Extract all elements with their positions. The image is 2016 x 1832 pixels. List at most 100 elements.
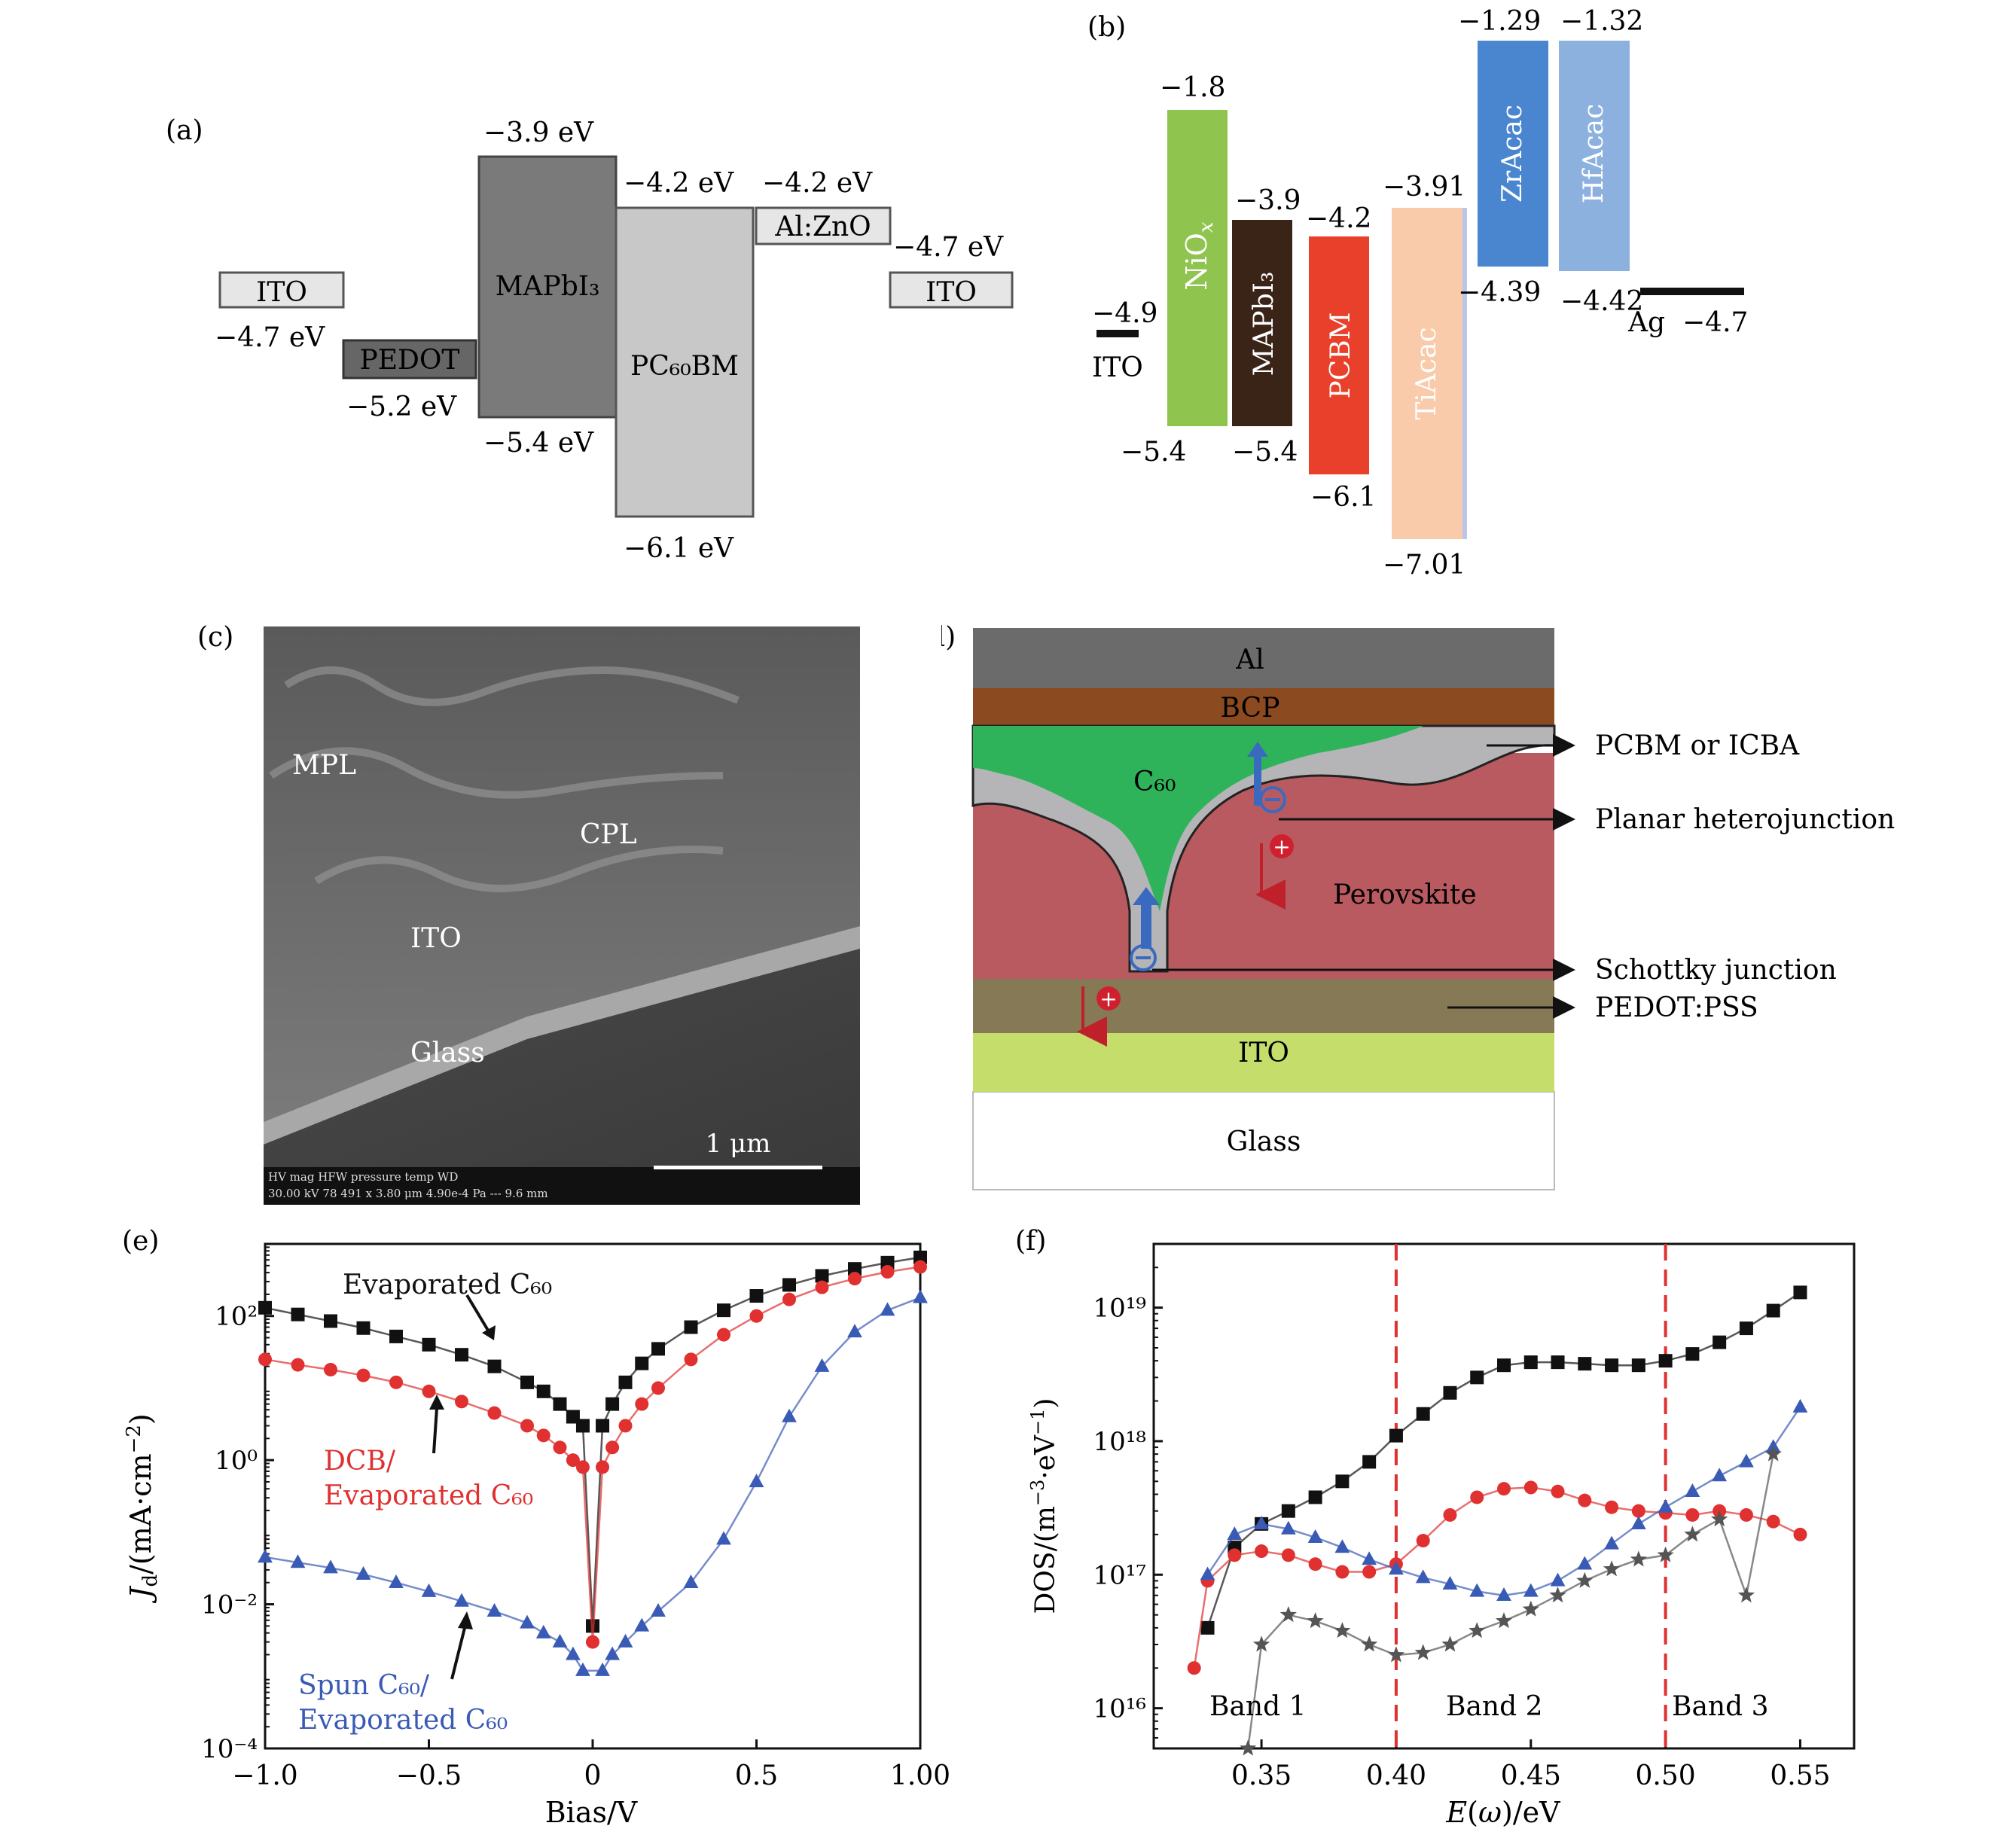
data-point [848,1262,862,1276]
y-tick-label: 10⁻⁴ [201,1734,258,1764]
data-point [815,1280,829,1294]
data-point [575,1419,590,1433]
pedot-layer [973,979,1554,1033]
data-point [1441,1635,1459,1652]
data-point [1551,1484,1565,1498]
data-point [258,1300,272,1315]
mapbi3-b-bottom-value: −5.4 [1232,437,1298,468]
data-point [1576,1571,1594,1588]
data-point [553,1397,567,1411]
mapbi3-b-top-value: −3.9 [1235,185,1301,216]
data-point [1739,1321,1753,1336]
electron-arrow-lower-head [1133,887,1160,905]
hole-upper-icon [1270,834,1294,858]
data-point [1254,1516,1269,1530]
sem-label-glass: Glass [410,1038,485,1068]
data-point [1443,1507,1457,1522]
data-point [487,1359,502,1373]
data-point [520,1375,534,1389]
data-point [596,1419,610,1433]
data-point [1255,1544,1269,1559]
data-point [1240,1739,1257,1756]
annot-e-arrow-3-head [458,1611,473,1629]
pcbm-bottom-value: −6.1 [1310,482,1376,513]
data-point [1578,1493,1592,1507]
electron-lower-icon [1130,944,1157,971]
data-point [683,1574,699,1588]
niox-label: NiOx [1180,221,1218,291]
pc60bm-bottom-value: −6.1 eV [624,533,734,564]
data-point [389,1329,403,1343]
hfacac-top-value: −1.32 [1560,6,1643,37]
data-point [1497,1358,1511,1373]
annot-e-dcb: DCB/ [324,1446,396,1477]
panel-e-label: (e) [122,1226,159,1257]
data-point [356,1368,371,1382]
alzno-box [755,206,892,245]
data-point [1361,1635,1378,1652]
data-point [1469,1622,1486,1638]
annot-pedot-pss: PEDOT:PSS [1595,992,1758,1023]
annot-e-spun-evaporated: Evaporated C₆₀ [298,1705,508,1736]
sem-info-bar [264,1167,860,1205]
data-point [1523,1355,1538,1370]
y-tick-label: 10¹⁹ [1093,1294,1146,1324]
data-point [605,1440,620,1455]
alzno-label: Al:ZnO [774,212,871,242]
x-tick-label: 0.35 [1231,1760,1292,1791]
data-point [1631,1358,1645,1373]
data-point [1414,1644,1432,1660]
data-point [389,1375,403,1389]
mapbi3-bottom-value: −5.4 eV [483,428,594,459]
x-tick-label: 0.5 [735,1760,778,1791]
data-point [1335,1565,1350,1579]
panel-e-plot-area: −1.0 −0.5 0 0.5 1.00 10⁻⁴ 10⁻² 10⁰ 10² [201,1242,950,1791]
x-tick-label: 0.40 [1366,1760,1426,1791]
data-point [1280,1520,1296,1535]
data-point [684,1320,698,1334]
panel-b-label: (b) [1087,12,1126,43]
annot-e-evaporated: Evaporated C₆₀ [343,1270,552,1300]
y-tick-label: 10¹⁷ [1093,1560,1146,1590]
glass-layer [972,1091,1555,1190]
series-line [1206,1407,1801,1597]
data-point [454,1593,469,1607]
panel-c-sem-image: (c) MPL CPL ITO Glass HV mag HFW pressur… [197,622,860,1205]
data-point [1200,1620,1215,1635]
series-line [264,1297,921,1672]
annot-e-arrow-2-head [429,1395,444,1410]
data-point [455,1348,468,1362]
data-point [1605,1358,1619,1373]
glass-label: Glass [1227,1126,1301,1157]
hfacac-bar [1559,41,1630,271]
data-point [782,1292,796,1306]
electron-upper-icon [1259,786,1286,813]
data-point [1470,1490,1484,1504]
ito-left-value: −4.7 eV [215,322,325,353]
zracac-top-value: −1.29 [1458,6,1541,37]
data-point [1308,1557,1322,1571]
mapbi3-top-value: −3.9 eV [483,117,594,148]
data-point [1307,1612,1324,1629]
data-point [1523,1480,1538,1495]
data-point [1631,1504,1645,1518]
al-layer [973,628,1554,688]
data-point [815,1269,829,1283]
data-point [355,1566,371,1581]
data-point [1550,1572,1566,1587]
ito-left-label: ITO [256,277,307,308]
data-point [1685,1483,1700,1497]
pc60bm-box [615,206,755,518]
data-point [290,1554,306,1568]
hfacac-label: HfAcac [1578,104,1609,204]
data-point [1470,1370,1484,1385]
data-point [455,1395,468,1409]
ito-b-label: ITO [1092,352,1143,383]
data-point [1658,1354,1673,1368]
data-point [486,1603,502,1617]
data-point [291,1307,305,1321]
data-point [605,1646,620,1660]
pcbm-top-value: −4.2 [1306,203,1371,234]
x-tick-label: −0.5 [396,1760,462,1791]
data-point [1522,1600,1539,1617]
